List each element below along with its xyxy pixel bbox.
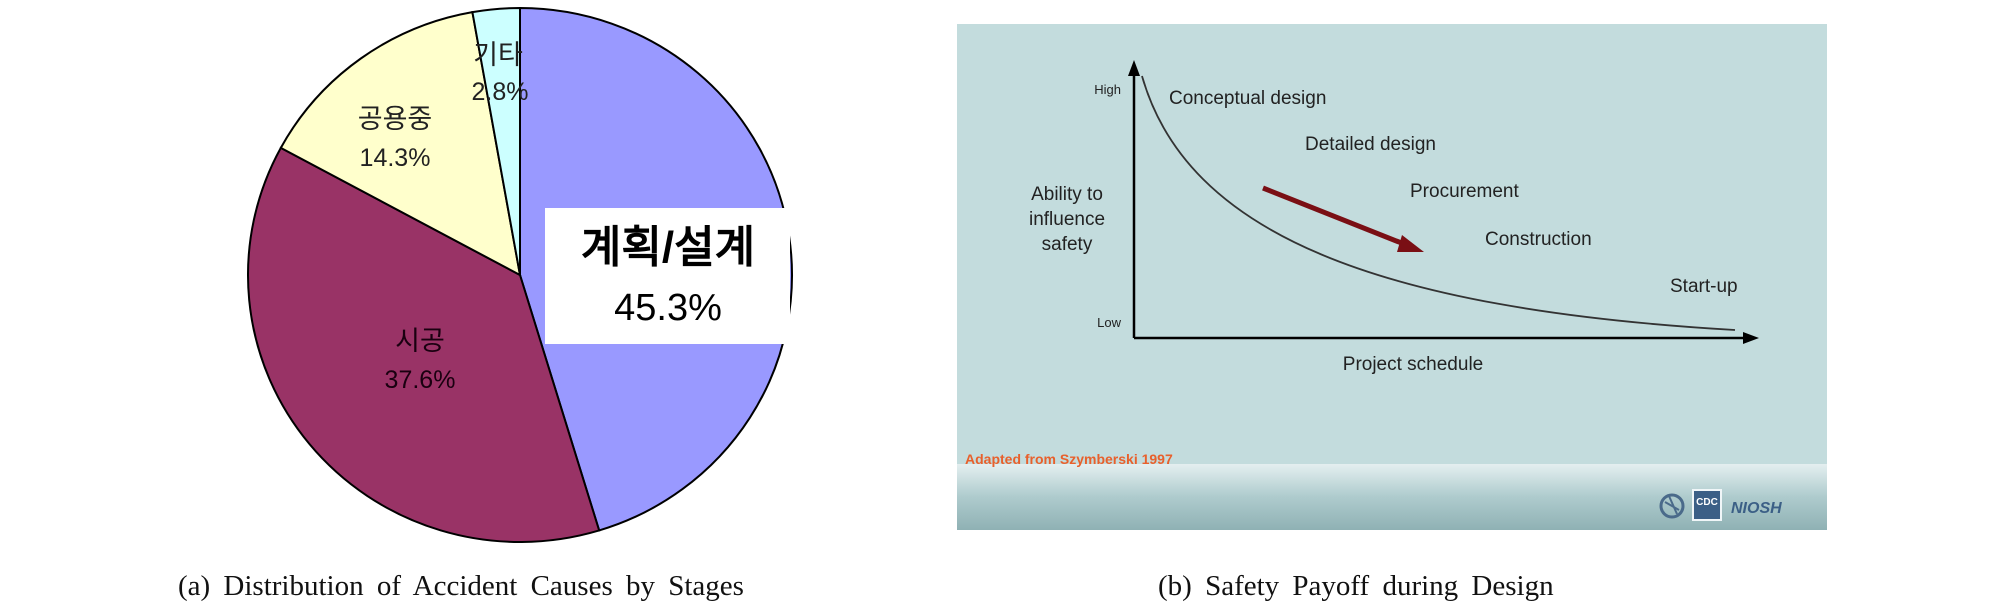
- trend-arrowhead: [1397, 235, 1424, 252]
- pie-slice-1: [247, 146, 601, 543]
- stage-label-construction: Construction: [1485, 229, 1592, 250]
- pie-chart-panel: 계획/설계 45.3% 시공 37.6% 공용중 14.3% 기타 2.8%: [0, 0, 960, 560]
- safety-influence-curve: [1141, 75, 1736, 331]
- cdc-logo-icon: CDC: [1692, 489, 1722, 521]
- pie-slice-2: [279, 10, 522, 277]
- slide-footer-band: [957, 464, 1827, 530]
- slice-label-construction: 시공: [395, 326, 445, 356]
- main-slice-label-box: [545, 208, 790, 344]
- y-axis-label-line-1: Ability to: [1031, 184, 1103, 205]
- slice-value-other: 2.8%: [472, 78, 529, 106]
- y-axis-low-label: Low: [1097, 315, 1121, 330]
- pie-chart: 계획/설계 45.3% 시공 37.6% 공용중 14.3% 기타 2.8%: [247, 6, 793, 543]
- stage-label-detailed-design: Detailed design: [1305, 134, 1436, 155]
- safety-payoff-chart: High Low Ability to influence safety Pro…: [957, 24, 1827, 530]
- safety-payoff-slide: High Low Ability to influence safety Pro…: [957, 24, 1827, 530]
- x-axis-label: Project schedule: [1343, 354, 1483, 375]
- slice-value-planning: 45.3%: [614, 287, 722, 329]
- slide-background: [957, 24, 1827, 530]
- slice-label-planning: 계획/설계: [581, 223, 755, 272]
- caption-safety-payoff: (b) Safety Payoff during Design: [1158, 570, 1554, 602]
- svg-text:CDC: CDC: [1696, 497, 1718, 508]
- trend-arrow-shaft: [1262, 185, 1410, 249]
- stage-label-conceptual-design: Conceptual design: [1169, 88, 1326, 109]
- stage-label-procurement: Procurement: [1410, 181, 1519, 202]
- caption-pie-chart: (a) Distribution of Accident Causes by S…: [178, 570, 744, 602]
- slice-label-in-service: 공용중: [358, 104, 433, 134]
- source-note: Adapted from Szymberski 1997: [965, 451, 1173, 467]
- slice-label-other: 기타: [473, 40, 523, 70]
- slice-value-construction: 37.6%: [385, 366, 456, 394]
- y-axis-label-line-2: influence: [1029, 209, 1105, 230]
- y-axis-high-label: High: [1094, 82, 1121, 97]
- pie-slice-3: [471, 6, 521, 276]
- y-axis-arrowhead: [1128, 60, 1140, 76]
- stage-label-start-up: Start-up: [1670, 276, 1738, 297]
- slice-value-in-service: 14.3%: [360, 144, 431, 172]
- x-axis-arrowhead: [1743, 332, 1759, 344]
- niosh-logo-icon: NIOSH: [1731, 500, 1782, 517]
- y-axis-label-line-3: safety: [1042, 234, 1093, 255]
